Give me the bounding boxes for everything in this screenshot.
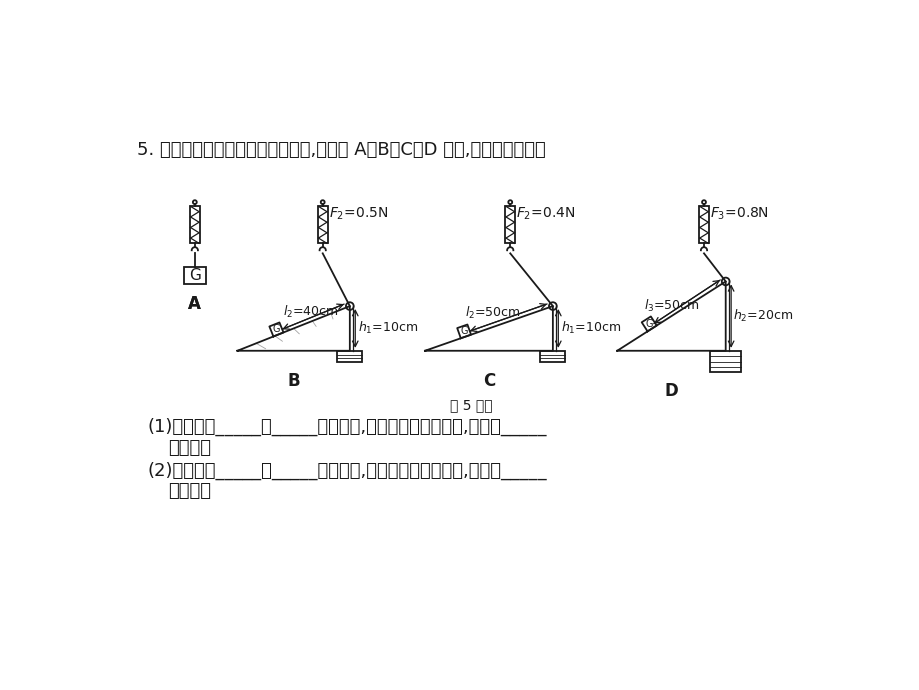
Text: C: C: [482, 371, 494, 390]
Text: $l_2$=50cm: $l_2$=50cm: [464, 305, 520, 322]
Text: $F_2$=0.4N: $F_2$=0.4N: [516, 206, 575, 222]
Text: 5. 小明同学设计了如图所示的实验,按步骤 A、B、C、D 进行,回答下列问题：: 5. 小明同学设计了如图所示的实验,按步骤 A、B、C、D 进行,回答下列问题：: [137, 141, 545, 159]
Bar: [189, 206, 199, 244]
Text: G: G: [645, 319, 652, 329]
Bar: [698, 206, 709, 244]
Text: $F_2$=0.5N: $F_2$=0.5N: [329, 206, 388, 222]
Bar: [505, 206, 515, 244]
Bar: [184, 267, 206, 284]
Text: A: A: [188, 295, 201, 313]
Text: $l_3$=50cm: $l_3$=50cm: [643, 298, 698, 315]
Text: $h_1$=10cm: $h_1$=10cm: [357, 320, 417, 337]
Text: G: G: [272, 324, 280, 335]
Text: B: B: [287, 371, 300, 390]
Text: (2)分析步骤_____和_____可以看出,在斜面的高度相同时,斜面越_____: (2)分析步骤_____和_____可以看出,在斜面的高度相同时,斜面越____…: [147, 462, 547, 480]
Text: A: A: [188, 295, 201, 313]
Text: G: G: [188, 268, 200, 283]
Text: 越省力。: 越省力。: [167, 482, 210, 500]
Text: $l_2$=40cm: $l_2$=40cm: [282, 304, 338, 319]
Text: (1)分析步骤_____和_____可以看出,在斜面的长度相等时,斜面越_____: (1)分析步骤_____和_____可以看出,在斜面的长度相等时,斜面越____…: [147, 417, 547, 436]
Text: G: G: [460, 326, 468, 337]
Bar: [709, 351, 741, 373]
Bar: [539, 351, 564, 362]
Bar: [337, 351, 362, 362]
Text: $h_1$=10cm: $h_1$=10cm: [560, 320, 620, 337]
Text: D: D: [664, 382, 677, 400]
Bar: [317, 206, 327, 244]
Text: 越省力。: 越省力。: [167, 439, 210, 457]
Text: $h_2$=20cm: $h_2$=20cm: [732, 308, 793, 324]
Text: $F_3$=0.8N: $F_3$=0.8N: [709, 206, 768, 222]
Text: 第 5 题图: 第 5 题图: [449, 399, 493, 413]
